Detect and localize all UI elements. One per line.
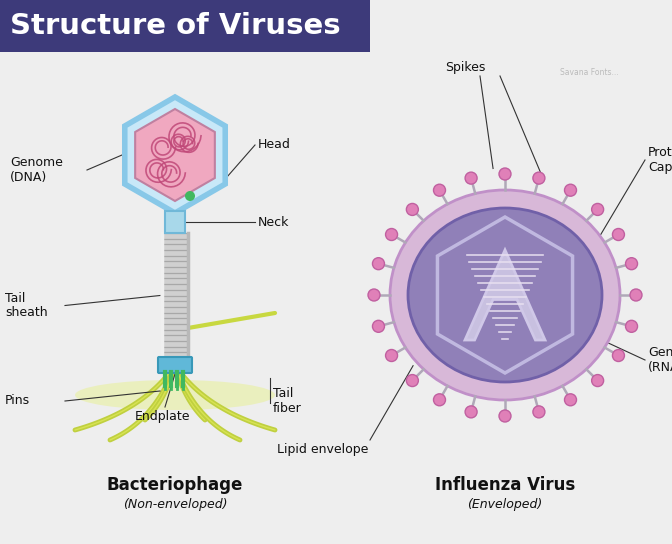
Circle shape <box>433 394 446 406</box>
Circle shape <box>185 191 195 201</box>
Text: Influenza Virus: Influenza Virus <box>435 476 575 494</box>
Text: Bacteriophage: Bacteriophage <box>107 476 243 494</box>
Text: Endplate: Endplate <box>135 410 191 423</box>
Text: Protein
Capsid: Protein Capsid <box>648 146 672 174</box>
Circle shape <box>533 172 545 184</box>
Circle shape <box>612 228 624 240</box>
FancyBboxPatch shape <box>165 211 185 233</box>
Circle shape <box>564 184 577 196</box>
Circle shape <box>372 320 384 332</box>
Text: Neck: Neck <box>258 215 290 228</box>
Circle shape <box>626 320 638 332</box>
Circle shape <box>368 289 380 301</box>
FancyBboxPatch shape <box>158 357 192 373</box>
Text: Spikes: Spikes <box>445 61 485 75</box>
Circle shape <box>499 168 511 180</box>
FancyBboxPatch shape <box>162 233 188 358</box>
Circle shape <box>465 406 477 418</box>
Circle shape <box>564 394 577 406</box>
Circle shape <box>591 203 603 215</box>
Text: Lipid envelope: Lipid envelope <box>277 443 368 456</box>
Polygon shape <box>135 109 215 201</box>
Circle shape <box>433 184 446 196</box>
Text: Head: Head <box>258 139 291 151</box>
Circle shape <box>386 349 398 362</box>
Text: Structure of Viruses: Structure of Viruses <box>10 12 341 40</box>
Text: Genome
(DNA): Genome (DNA) <box>10 156 63 184</box>
Polygon shape <box>125 97 225 213</box>
Text: Savana Fonts...: Savana Fonts... <box>560 68 619 77</box>
Circle shape <box>499 410 511 422</box>
Circle shape <box>591 375 603 387</box>
Circle shape <box>612 349 624 362</box>
Text: (Non-enveloped): (Non-enveloped) <box>123 498 227 511</box>
Text: (Enveloped): (Enveloped) <box>467 498 542 511</box>
Text: Tail
sheath: Tail sheath <box>5 292 48 319</box>
Text: Tail
fiber: Tail fiber <box>273 387 302 415</box>
Circle shape <box>626 258 638 270</box>
FancyBboxPatch shape <box>0 0 370 52</box>
Circle shape <box>372 258 384 270</box>
Circle shape <box>386 228 398 240</box>
Circle shape <box>630 289 642 301</box>
Circle shape <box>533 406 545 418</box>
Ellipse shape <box>390 190 620 400</box>
Ellipse shape <box>408 208 602 382</box>
Text: Pins: Pins <box>5 394 30 407</box>
Circle shape <box>407 375 419 387</box>
Circle shape <box>407 203 419 215</box>
Ellipse shape <box>75 380 275 410</box>
Polygon shape <box>465 250 545 340</box>
Circle shape <box>465 172 477 184</box>
Text: Genome
(RNA): Genome (RNA) <box>648 346 672 374</box>
